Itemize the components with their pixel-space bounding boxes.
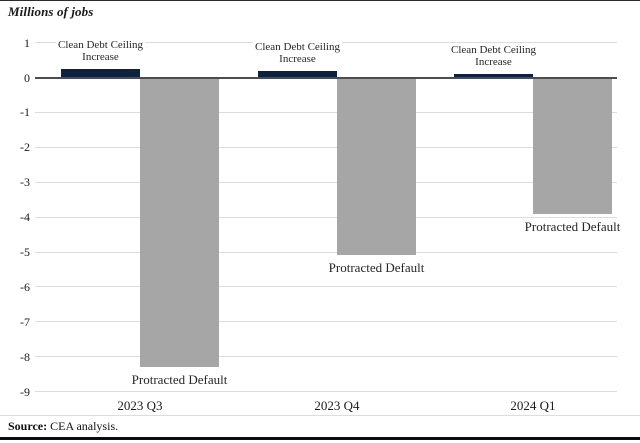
bar-label-protracted-default: Protracted Default <box>524 218 621 234</box>
bottom-border-rule <box>0 437 640 440</box>
y-axis-tick-label: 0 <box>24 70 30 85</box>
y-axis-tick-label: -8 <box>20 349 30 364</box>
source-note: Source: CEA analysis. <box>8 419 118 434</box>
source-text: CEA analysis. <box>47 419 119 433</box>
y-axis-tick-label: 1 <box>24 35 30 50</box>
bar-protracted-default-2023-q4 <box>337 77 416 256</box>
bar-protracted-default-2023-q3 <box>140 77 219 368</box>
gridline-y--1 <box>35 111 617 113</box>
bar-label-line: Clean Debt Ceiling <box>253 40 342 53</box>
bar-protracted-default-2024-q1 <box>533 77 612 214</box>
y-axis-tick-label: -5 <box>20 245 30 259</box>
gridline-y--3 <box>35 181 617 183</box>
bar-label-line: Clean Debt Ceiling <box>56 38 145 51</box>
gridline-y--8 <box>35 356 617 358</box>
gridline-y--6 <box>35 286 617 288</box>
bar-clean-debt-ceiling-increase-2023-q4 <box>258 70 337 78</box>
gridline-y--5 <box>35 251 617 253</box>
x-axis-label-2023-q3: 2023 Q3 <box>117 398 163 413</box>
gridline-y--7 <box>35 321 617 323</box>
zero-axis-line <box>35 76 617 79</box>
bar-label-clean-debt-ceiling-increase: Clean Debt Ceiling Increase <box>218 40 378 65</box>
bar-label-line: Increase <box>473 56 514 68</box>
bar-label-line: Increase <box>80 50 121 63</box>
y-axis-tick-label: -1 <box>20 105 30 120</box>
gridline-y--2 <box>35 146 617 148</box>
source-label: Source: <box>8 419 48 433</box>
bar-label-clean-debt-ceiling-increase: Clean Debt Ceiling Increase <box>21 38 181 63</box>
x-axis-label-2023-q4: 2023 Q4 <box>314 398 360 413</box>
bar-label-line: Clean Debt Ceiling <box>449 44 538 56</box>
gridline-y--9 <box>35 391 617 393</box>
y-axis-tick-label: -9 <box>20 384 30 399</box>
bar-label-line: Increase <box>277 52 318 65</box>
chart-title: Millions of jobs <box>8 4 94 19</box>
source-divider-rule <box>0 415 640 416</box>
y-axis-tick-label: -2 <box>20 140 30 155</box>
bar-label-clean-debt-ceiling-increase: Clean Debt Ceiling Increase <box>414 44 574 68</box>
bar-label-protracted-default: Protracted Default <box>328 260 425 276</box>
y-axis-tick-label: -6 <box>20 279 30 294</box>
y-axis-tick-label: -7 <box>20 314 30 329</box>
x-axis-label-2024-q1: 2024 Q1 <box>510 398 556 413</box>
y-axis-tick-label: -3 <box>20 175 30 190</box>
bar-clean-debt-ceiling-increase-2024-q1 <box>454 74 533 78</box>
y-axis-tick-label: -4 <box>20 210 30 225</box>
bar-label-protracted-default: Protracted Default <box>131 372 228 388</box>
top-border-rule <box>0 0 640 1</box>
bar-clean-debt-ceiling-increase-2023-q3 <box>61 68 140 78</box>
gridline-y--4 <box>35 216 617 218</box>
